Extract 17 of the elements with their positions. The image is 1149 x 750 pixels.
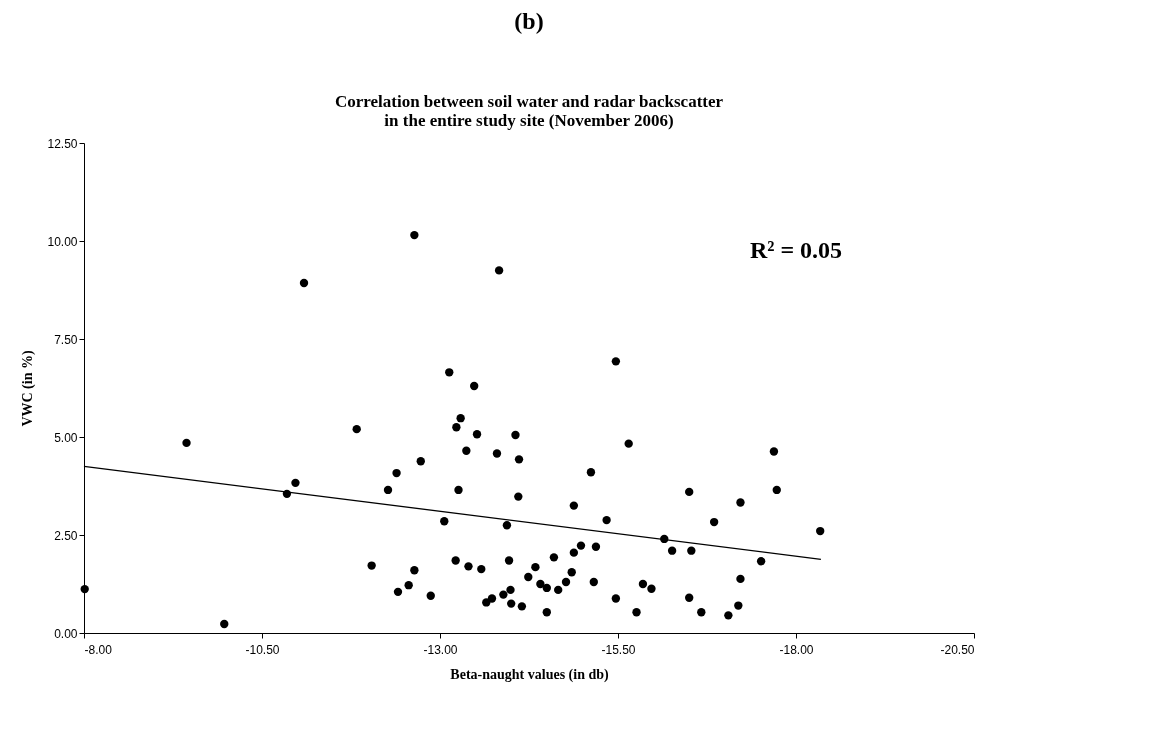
y-tick-label: 0.00 xyxy=(54,626,78,641)
chart-subtitle: Correlation between soil water and radar backscatter in the entire study site (November 2006) xyxy=(334,92,724,130)
x-tick-label: -18.00 xyxy=(779,642,814,657)
y-tick-label: 2.50 xyxy=(54,528,78,543)
x-tick-label: -13.00 xyxy=(423,642,458,657)
y-tick-label: 12.50 xyxy=(47,136,78,151)
x-tick-label: -20.50 xyxy=(940,642,975,657)
y-tick-label: 10.00 xyxy=(47,234,78,249)
y-tick-label: 5.00 xyxy=(54,430,78,445)
x-axis-title: Beta-naught values (in db) xyxy=(450,666,609,683)
annotation: R² = 0.05 xyxy=(749,236,843,263)
y-tick-label: 7.50 xyxy=(54,332,78,347)
chart-title: (b) xyxy=(514,8,544,34)
x-tick-label: -10.50 xyxy=(245,642,280,657)
x-tick-label: -8.00 xyxy=(84,642,113,657)
x-tick-label: -15.50 xyxy=(601,642,636,657)
y-axis-title: VWC (in %) xyxy=(20,350,37,427)
